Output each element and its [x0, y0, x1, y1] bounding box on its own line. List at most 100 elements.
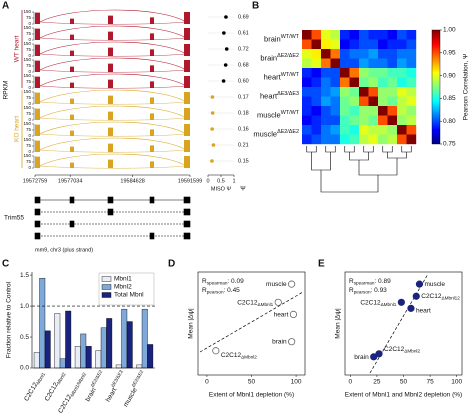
- row-label: brainWT/WT: [264, 34, 300, 43]
- label-part: R: [202, 287, 207, 294]
- heatmap-cell: [302, 77, 312, 88]
- track-tick-label: 150: [23, 57, 31, 62]
- point: [415, 280, 424, 288]
- label-part: brain: [84, 386, 97, 402]
- heatmap-cell: [349, 134, 360, 145]
- heatmap-cell: [387, 49, 398, 59]
- dendrogram: [325, 146, 336, 153]
- y-tick-label: 0.5: [20, 334, 29, 341]
- y-label: Mean |Δψ|: [335, 308, 342, 339]
- heatmap-cell: [330, 134, 341, 145]
- heatmap-cell: [397, 77, 407, 88]
- heatmap-cell: [311, 87, 322, 97]
- junction-arc: [39, 101, 187, 105]
- junction-arc: [39, 21, 187, 25]
- coverage: [35, 12, 190, 24]
- heatmap-cell: [340, 134, 350, 145]
- track-tick-label: 150: [23, 105, 31, 110]
- label-part: brain: [272, 338, 287, 345]
- psi-value: 0.68: [238, 62, 249, 68]
- psi-point: [210, 127, 214, 131]
- psi-header: Ψ: [240, 186, 245, 193]
- psi-point: [224, 47, 229, 51]
- heatmap-cell: [378, 125, 388, 135]
- heatmap-cell: [406, 134, 417, 145]
- psi-value: 0.18: [238, 110, 249, 116]
- psi-value: 0.60: [238, 78, 249, 84]
- coverage: [35, 28, 190, 40]
- junction-arc: [39, 133, 187, 137]
- label-part: C2C12: [237, 299, 258, 306]
- y-tick-label: 1.5: [20, 272, 29, 279]
- legend-swatch: [101, 284, 112, 290]
- heatmap-cell: [397, 115, 407, 126]
- dendrogram: [344, 146, 355, 153]
- bar: [44, 330, 51, 369]
- y-label: RPKM: [3, 81, 10, 100]
- heatmap-cell: [397, 96, 407, 107]
- heatmap-cell: [368, 58, 379, 69]
- junction-arc: [39, 121, 187, 135]
- label-part: C2C12: [384, 346, 405, 353]
- junction-arc: [39, 153, 187, 167]
- label-part: Mbnl1/Mbnl2: [70, 372, 88, 398]
- psi-point: [210, 95, 215, 99]
- label-part: heart: [274, 311, 289, 318]
- heatmap-cell: [302, 87, 312, 97]
- heatmap-cell: [397, 68, 407, 78]
- heatmap-cell: [340, 125, 350, 135]
- bar: [65, 310, 72, 369]
- annotation: Rspearman: 0.89: [349, 278, 391, 286]
- y-label: Fraction relative to Control: [6, 281, 13, 358]
- track-tick-label: 75: [26, 95, 32, 100]
- label-part: heart: [105, 387, 119, 403]
- heatmap-cell: [340, 30, 350, 40]
- heatmap-cell: [406, 77, 417, 88]
- label-part: Mbnl1: [36, 372, 47, 386]
- point: [375, 350, 383, 358]
- heatmap-cell: [378, 115, 388, 126]
- heatmap-cell: [330, 96, 341, 107]
- heatmap-cell: [321, 87, 331, 97]
- colorbar-tick-label: 0.75: [443, 141, 456, 148]
- heatmap-cell: [340, 58, 350, 69]
- junction-arc: [39, 25, 187, 39]
- heatmap-cell: [378, 87, 388, 97]
- junction-arc: [39, 165, 187, 169]
- junction-arc: [39, 89, 187, 103]
- heatmap-cell: [359, 106, 369, 116]
- heatmap-cell: [406, 58, 417, 69]
- coverage: [35, 140, 190, 152]
- heatmap-cell: [378, 39, 388, 50]
- bar: [100, 327, 107, 369]
- label-part: muscle: [266, 281, 287, 288]
- track-tick-label: 75: [26, 31, 32, 36]
- panel-label: B: [252, 1, 259, 12]
- heatmap-cell: [330, 77, 341, 88]
- x-tick-label: 75: [426, 379, 434, 386]
- heatmap-cell: [359, 96, 369, 107]
- heatmap-cell: [387, 134, 398, 145]
- coverage: [35, 156, 190, 168]
- heatmap-cell: [302, 106, 312, 116]
- heatmap-cell: [359, 30, 369, 40]
- label-part: WT/WT: [281, 110, 300, 116]
- label-part: heart: [264, 72, 282, 81]
- point: [412, 292, 420, 300]
- heatmap-cell: [340, 49, 350, 59]
- heatmap-cell: [330, 125, 341, 135]
- heatmap-cell: [330, 106, 341, 116]
- panel-label: D: [168, 259, 175, 270]
- point-label: heart: [274, 311, 289, 318]
- psi-point: [210, 111, 215, 115]
- point: [212, 347, 220, 355]
- heatmap-cell: [349, 87, 360, 97]
- heatmap-cell: [311, 30, 322, 40]
- heatmap-cell: [378, 30, 388, 40]
- heatmap-cell: [311, 49, 322, 59]
- track-tick-label: 150: [23, 89, 31, 94]
- label-part: ΔE2/ΔE2: [277, 53, 299, 59]
- heatmap-cell: [387, 87, 398, 97]
- point-label: C2C12ΔMbnl1: [237, 299, 273, 307]
- x-tick-label: 19577034: [58, 178, 82, 184]
